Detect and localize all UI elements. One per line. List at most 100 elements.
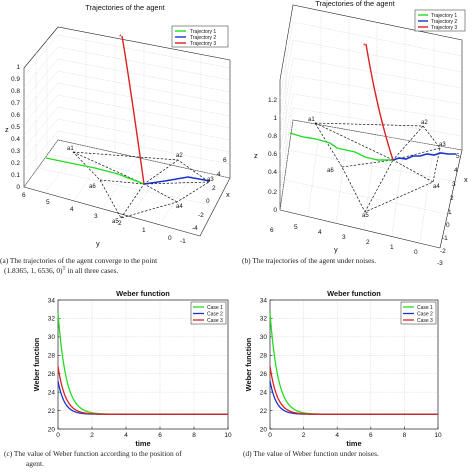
a-z-tick: 0	[16, 184, 20, 191]
panel-a-grid	[23, 26, 231, 237]
panel-a-3d-plot: Trajectories of the agent	[5, 3, 231, 248]
b-trajectory-1	[289, 132, 393, 161]
chart-d-y-tick-label: 32	[260, 316, 268, 323]
chart-c-y-tick-label: 30	[48, 334, 56, 341]
panel-b-anchor-polygon	[314, 122, 441, 213]
b-y-tick: 1	[390, 244, 394, 251]
b-z-tick: 0.8	[268, 133, 277, 140]
b-z-tick: 0.6	[268, 151, 277, 158]
b-point-label: a2	[421, 120, 428, 126]
b-trajectory-3	[365, 43, 394, 161]
a-x-tick: 6	[223, 157, 227, 164]
panel-a-z-axis: 0 0.1 0.2 0.3 0.4 0.5 0.6 0.7 0.8 0.9 1 …	[5, 64, 20, 191]
b-point-label: a4	[433, 184, 440, 190]
a-point-label: a3	[207, 177, 214, 183]
chart-c-xlabel: time	[135, 439, 150, 448]
b-y-tick: 6	[270, 227, 274, 234]
a-z-tick: 0.4	[11, 136, 20, 143]
b-x-tick: 3	[452, 181, 456, 188]
chart-c-y-tick-label: 22	[48, 408, 56, 415]
b-y-tick: 3	[342, 234, 346, 241]
chart-c-y-tick-label: 28	[48, 353, 56, 360]
a-y-tick: 2	[118, 220, 122, 227]
b-y-label: y	[334, 245, 338, 254]
panel-a-x-axis: 6 4 2 0 -2 -4 -1 x	[180, 157, 230, 245]
svg-text:*: *	[363, 43, 366, 50]
b-z-tick: 0.2	[268, 189, 277, 196]
a-y-label: y	[96, 239, 100, 248]
chart-d-xlabel: time	[346, 439, 361, 448]
chart-c-x-tick-label: 8	[192, 432, 196, 439]
chart-d-x-tick-label: 4	[335, 432, 339, 439]
chart-c-y-tick-label: 20	[48, 426, 56, 433]
chart-d-legend-entry: Case 1	[417, 305, 433, 311]
panel-b-y-axis: 6 5 4 3 2 1 0 y	[270, 224, 418, 256]
b-legend-entry: Trajectory 1	[431, 13, 457, 19]
b-x-tick: 1	[448, 209, 452, 216]
a-z-tick: 1	[16, 64, 20, 71]
b-y-tick: 0	[414, 249, 418, 256]
chart-d-y-tick-label: 30	[260, 334, 268, 341]
chart-c-plot-frame	[57, 299, 229, 430]
b-x-tick: -3	[437, 260, 443, 267]
chart-d-y-tick-label: 28	[260, 353, 268, 360]
chart-c-x-tick-label: 2	[90, 432, 94, 439]
svg-text:*: *	[119, 34, 122, 41]
chart-d-x-tick-label: 0	[268, 432, 272, 439]
b-x-tick: -1	[442, 235, 448, 242]
b-z-tick: 0.4	[268, 169, 277, 176]
a-y-tick: 6	[22, 192, 26, 199]
chart-d-y-tick-label: 20	[260, 426, 268, 433]
chart-d-title: Weber function	[327, 289, 381, 298]
chart-d-y-tick-label: 26	[260, 371, 268, 378]
a-z-tick: 0.3	[11, 148, 20, 155]
b-x-tick: 4	[454, 167, 458, 174]
chart-d-ylabel: Weber function	[244, 337, 253, 391]
a-x-tick: -1	[180, 238, 186, 245]
chart-c-ylabel: Weber function	[32, 337, 41, 391]
b-x-tick: 0	[446, 222, 450, 229]
panel-b-3d-plot: Trajectories of the agent	[254, 0, 468, 267]
chart-c-legend-entry: Case 1	[207, 305, 223, 311]
panel-a-legend: Trajectory 1 Trajectory 2 Trajectory 3	[171, 25, 229, 48]
chart-c-y-tick-label: 26	[48, 371, 56, 378]
a-z-tick: 0.8	[11, 88, 20, 95]
chart-d-x-tick-label: 2	[302, 432, 306, 439]
panel-b-title: Trajectories of the agent	[315, 0, 394, 8]
a-point-label: a1	[67, 146, 74, 152]
b-point-label: a1	[308, 117, 315, 123]
chart-c-series-3	[57, 366, 228, 415]
chart-d-y-tick-label: 22	[260, 408, 268, 415]
b-point-label: a6	[327, 168, 334, 174]
a-y-tick: 1	[142, 227, 146, 234]
a-legend-entry: Trajectory 3	[190, 41, 216, 47]
b-z-tick: 0	[273, 207, 277, 214]
b-trajectory-2	[392, 152, 456, 161]
chart-d-y-tick-label: 34	[260, 297, 268, 304]
a-y-tick: 4	[70, 206, 74, 213]
panel-a-title: Trajectories of the agent	[85, 3, 164, 12]
chart-c-title: Weber function	[116, 289, 170, 298]
chart-c-x-tick-label: 10	[224, 432, 232, 439]
b-x-tick: 2	[450, 195, 454, 202]
a-y-tick: 5	[46, 199, 50, 206]
panel-b-x-axis: 5 4 3 2 1 0 -1 -2 -3 x	[437, 153, 468, 267]
chart-c-x-tick-label: 0	[56, 432, 60, 439]
b-x-label: x	[464, 175, 468, 184]
chart-c-y-tick-label: 32	[48, 316, 56, 323]
caption-c-line2: agent.	[26, 459, 44, 468]
chart-c-legend-entry: Case 3	[207, 318, 223, 324]
chart-d-series-1	[269, 312, 438, 415]
chart-d-series-3	[269, 366, 438, 415]
a-z-tick: 0.2	[11, 160, 20, 167]
b-z-label: z	[254, 151, 258, 160]
panel-b-point-labels: a1 a2 a3 a4 a5 a6	[308, 117, 446, 219]
chart-d-plot-frame	[269, 299, 439, 430]
b-z-tick: 1.2	[268, 97, 277, 104]
a-legend-entry: Trajectory 2	[190, 35, 216, 41]
chart-c-series-1	[57, 312, 228, 415]
a-point-label: a4	[176, 204, 183, 210]
b-x-tick: -2	[440, 248, 446, 255]
